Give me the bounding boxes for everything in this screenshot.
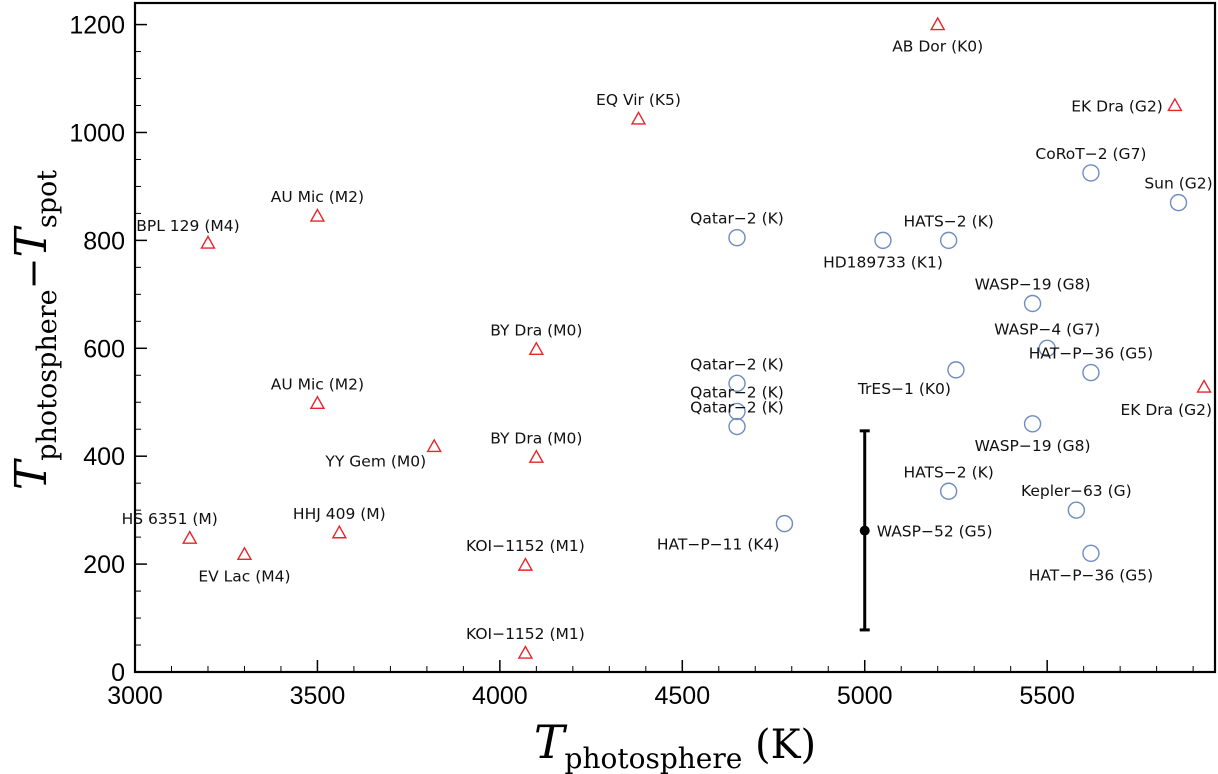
point-label: WASP−52 (G5) [877, 523, 993, 541]
point-label: AB Dor (K0) [892, 38, 983, 56]
point-label: KOI−1152 (M1) [466, 537, 585, 555]
y-tick-label: 800 [83, 227, 125, 255]
triangle-marker [1167, 97, 1183, 112]
circle-marker [1082, 544, 1100, 563]
circle-marker [1023, 294, 1042, 313]
triangle-marker [331, 524, 348, 539]
point-label: BY Dra (M0) [490, 321, 582, 339]
circle-marker [1169, 193, 1188, 212]
point-label: WASP−19 (G8) [975, 437, 1091, 455]
x-tick-label: 3000 [107, 682, 163, 710]
circle-marker [1067, 501, 1086, 519]
triangle-marker [930, 16, 946, 31]
point-label: TrES−1 (K0) [857, 380, 951, 398]
chart-marks [182, 16, 1212, 659]
circle-marker [874, 231, 892, 250]
circle-marker [728, 402, 746, 421]
point-label: Qatar−2 (K) [690, 383, 784, 401]
x-tick-label: 4500 [654, 682, 710, 710]
triangle-marker [426, 438, 442, 453]
triangle-marker [236, 546, 253, 561]
circle-marker [775, 514, 794, 533]
point-label: Qatar−2 (K) [690, 210, 784, 228]
point-label: Kepler−63 (G) [1021, 482, 1132, 500]
circle-marker [1082, 363, 1100, 382]
x-axis-title: Tphotosphere (K) [534, 715, 816, 774]
y-axis-title: Tphotosphere−Tspot [6, 170, 63, 490]
circle-marker [1038, 339, 1056, 357]
x-tick-label: 5500 [1019, 682, 1075, 710]
point-label: BPL 129 (M4) [136, 217, 239, 235]
y-tick-label: 1200 [69, 12, 125, 40]
triangle-marker [309, 395, 326, 409]
y-tick-label: 200 [83, 551, 125, 579]
circle-marker [1023, 415, 1042, 433]
plot-frame [133, 1, 1217, 674]
circle-marker [939, 231, 958, 250]
triangle-marker [517, 645, 534, 659]
circle-marker [728, 374, 746, 393]
point-label: EV Lac (M4) [198, 567, 290, 585]
point-label: WASP−4 (G7) [994, 320, 1100, 338]
data-point-filled [859, 525, 870, 536]
point-label: Qatar−2 (K) [690, 355, 784, 373]
triangle-marker [528, 449, 545, 463]
circle-marker [1082, 164, 1100, 182]
point-label: HAT−P−11 (K4) [657, 536, 780, 554]
point-label: YY Gem (M0) [324, 452, 426, 470]
point-label: EK Dra (G2) [1071, 98, 1163, 116]
y-tick-label: 600 [83, 335, 125, 363]
point-labels: AB Dor (K0) EQ Vir (K5) EK Dra (G2) EK Dra … [122, 38, 1213, 644]
circle-marker [728, 417, 746, 436]
point-label: AU Mic (M2) [271, 188, 364, 206]
triangle-marker [528, 341, 545, 356]
point-label: HATS−2 (K) [903, 212, 993, 230]
point-label: KOI−1152 (M1) [466, 625, 585, 643]
x-tick-label: 3500 [290, 682, 346, 710]
point-label: BY Dra (M0) [490, 429, 582, 447]
axis-ticks: 3000 3500 4000 4500 5000 5500 0 200 400 600 800 100… [69, 12, 1194, 710]
point-label: Sun (G2) [1144, 175, 1212, 193]
point-label: AU Mic (M2) [271, 375, 364, 393]
triangle-marker [630, 110, 647, 125]
point-label: HD189733 (K1) [823, 253, 943, 271]
triangle-marker [182, 530, 198, 544]
triangle-marker [200, 235, 216, 249]
point-label: WASP−19 (G8) [975, 276, 1091, 294]
point-label: HATS−2 (K) [903, 463, 993, 481]
triangle-marker [517, 557, 534, 571]
point-label: HS 6351 (M) [122, 510, 218, 528]
point-label: EQ Vir (K5) [596, 91, 681, 109]
x-tick-label: 4000 [472, 682, 528, 710]
point-label: Qatar−2 (K) [690, 399, 784, 417]
x-tick-label: 5000 [837, 682, 893, 710]
triangle-marker [309, 208, 326, 222]
point-label: HAT−P−36 (G5) [1029, 345, 1153, 363]
y-tick-label: 1000 [69, 119, 125, 147]
point-label: EK Dra (G2) [1120, 401, 1212, 419]
circle-marker [728, 228, 746, 247]
point-label: CoRoT−2 (G7) [1035, 145, 1146, 163]
point-label: HAT−P−36 (G5) [1029, 566, 1153, 584]
y-tick-label: 0 [111, 659, 125, 687]
circle-marker [947, 361, 965, 379]
point-label: HHJ 409 (M) [293, 505, 386, 523]
y-tick-label: 400 [83, 443, 125, 471]
triangle-marker [1196, 379, 1212, 393]
circle-marker [939, 482, 958, 500]
